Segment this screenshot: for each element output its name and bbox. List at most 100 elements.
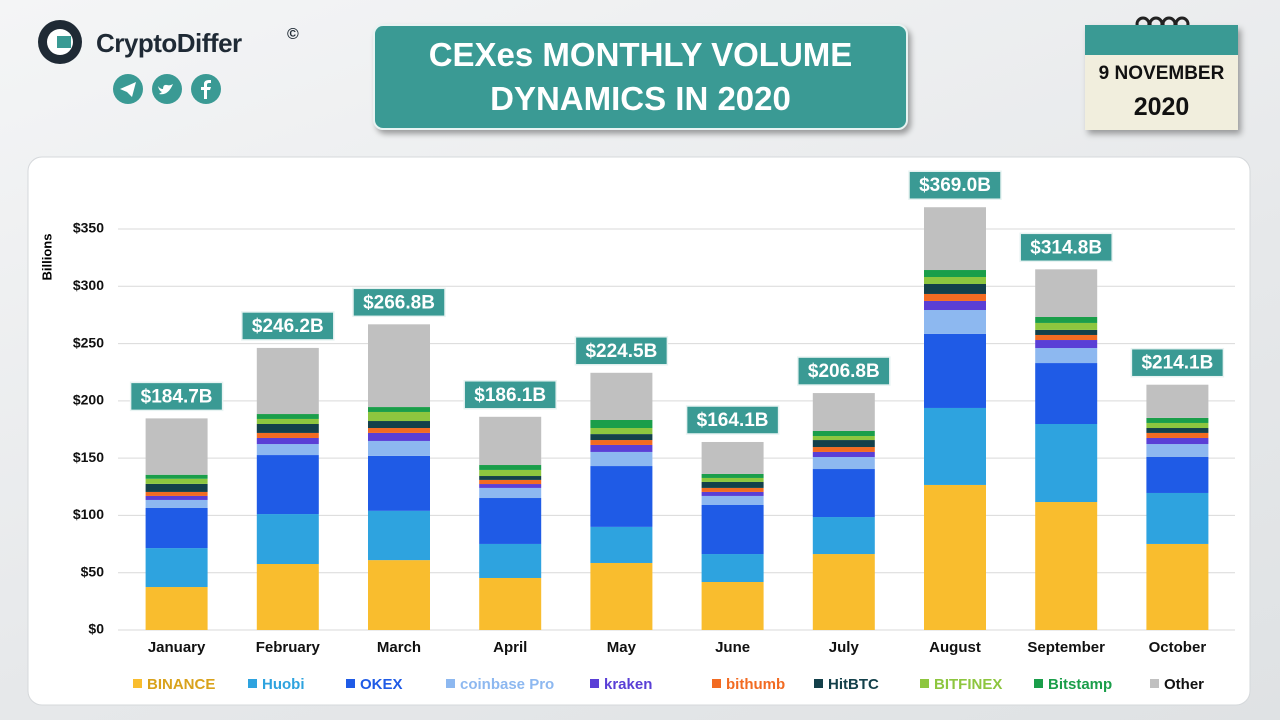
- legend-swatch: [1150, 679, 1159, 688]
- total-label: $186.1B: [463, 380, 557, 410]
- date-year: 2020: [1133, 93, 1190, 121]
- bar-segment: [256, 564, 319, 630]
- x-tick-label: August: [929, 639, 981, 656]
- y-tick-label: $250: [73, 334, 104, 350]
- bar-segment: [1146, 417, 1209, 423]
- bar-segment: [479, 498, 542, 544]
- chart-title: CEXes MONTHLY VOLUME DYNAMICS IN 2020: [428, 36, 853, 117]
- legend-label: Other: [1164, 676, 1204, 693]
- bar-segment: [590, 428, 653, 435]
- legend-swatch: [1034, 679, 1043, 688]
- legend-swatch: [133, 679, 142, 688]
- bar-segment: [701, 473, 764, 478]
- total-label-text: $314.8B: [1030, 237, 1102, 258]
- legend-label: Bitstamp: [1048, 676, 1112, 693]
- bar-segment: [256, 444, 319, 456]
- bar-segment: [1146, 432, 1209, 438]
- total-label: $206.8B: [797, 356, 891, 386]
- bar-segment: [256, 432, 319, 438]
- bar-segment: [368, 421, 430, 429]
- legend-swatch: [590, 679, 599, 688]
- bar-segment: [145, 548, 208, 588]
- legend-label: coinbase Pro: [460, 676, 554, 693]
- total-label-text: $164.1B: [697, 410, 769, 431]
- date-day: 9 NOVEMBER: [1098, 63, 1225, 84]
- brand: CryptoDiffer: [96, 28, 242, 58]
- bar-segment: [590, 526, 653, 563]
- bar-segment: [479, 484, 542, 488]
- y-tick-label: $150: [73, 449, 104, 465]
- bar-segment: [590, 562, 653, 630]
- bar-segment: [701, 505, 764, 555]
- bar-segment: [1035, 329, 1098, 335]
- total-label-text: $246.2B: [252, 316, 324, 337]
- total-label-box: [129, 381, 224, 412]
- bar-segment: [479, 465, 542, 470]
- x-tick-label: September: [1027, 639, 1105, 656]
- y-tick-label: $350: [73, 220, 104, 236]
- total-label-box: [685, 405, 780, 435]
- legend-label: OKEX: [360, 676, 403, 693]
- logo: [57, 36, 71, 48]
- y-tick-label: $200: [73, 392, 104, 408]
- legend-swatch: [920, 679, 929, 688]
- bar-segment: [812, 430, 875, 437]
- bar-segment: [479, 479, 542, 485]
- total-label: $164.1B: [685, 405, 780, 435]
- total-label-text: $369.0B: [919, 175, 991, 196]
- date-card: 9 NOVEMBER 2020: [1085, 25, 1238, 130]
- bar-segment: [256, 437, 319, 445]
- bar-segment: [701, 495, 764, 506]
- total-label-box: [1019, 232, 1113, 263]
- bar-segment: [701, 441, 764, 474]
- total-label: $314.8B: [1019, 232, 1113, 263]
- total-label-text: $214.1B: [1141, 353, 1213, 374]
- bar-segment: [812, 393, 875, 431]
- bar-segment: [368, 440, 430, 456]
- bar-segment: [590, 440, 653, 445]
- bar-segment: [1035, 334, 1098, 341]
- bar-segment: [368, 411, 430, 422]
- bar-segment: [256, 424, 319, 433]
- bar-segment: [1035, 316, 1098, 323]
- y-tick-label: $100: [73, 506, 104, 522]
- total-label: $369.0B: [908, 170, 1002, 200]
- x-tick-label: April: [493, 639, 527, 656]
- bar-segment: [256, 418, 319, 425]
- legend-swatch: [712, 679, 721, 688]
- legend-label: BINANCE: [147, 676, 215, 693]
- bar-segment: [145, 418, 208, 475]
- legend-label: kraken: [604, 676, 652, 693]
- legend-label: bithumb: [726, 676, 785, 693]
- bar-segment: [1146, 422, 1209, 429]
- copyright: ©: [287, 26, 299, 43]
- total-label: $246.2B: [241, 311, 335, 341]
- legend-label: HitBTC: [828, 676, 879, 693]
- bar-segment: [812, 436, 875, 441]
- total-label: $214.1B: [1130, 347, 1225, 378]
- bar-segment: [701, 487, 764, 492]
- bar-segment: [256, 414, 319, 419]
- x-tick-label: February: [256, 639, 321, 656]
- total-label: $266.8B: [352, 287, 446, 318]
- legend-swatch: [446, 679, 455, 688]
- bar-segment: [812, 469, 875, 518]
- twitter-glyph: [158, 84, 173, 95]
- bar-segment: [368, 432, 430, 441]
- bar-segment: [145, 474, 208, 479]
- total-label-box: [797, 356, 891, 386]
- bar-segment: [924, 484, 986, 630]
- bar-segment: [701, 491, 764, 496]
- legend-label: BITFINEX: [934, 676, 1002, 693]
- bar-segment: [479, 476, 542, 480]
- bar-segment: [924, 270, 986, 278]
- bar-segment: [1146, 456, 1209, 493]
- bar-segment: [1035, 340, 1098, 349]
- bar-segment: [1146, 543, 1209, 630]
- telegram-glyph: [120, 82, 136, 97]
- bar-segment: [368, 407, 430, 412]
- bar-segment: [368, 510, 430, 561]
- total-label-text: $266.8B: [363, 292, 435, 313]
